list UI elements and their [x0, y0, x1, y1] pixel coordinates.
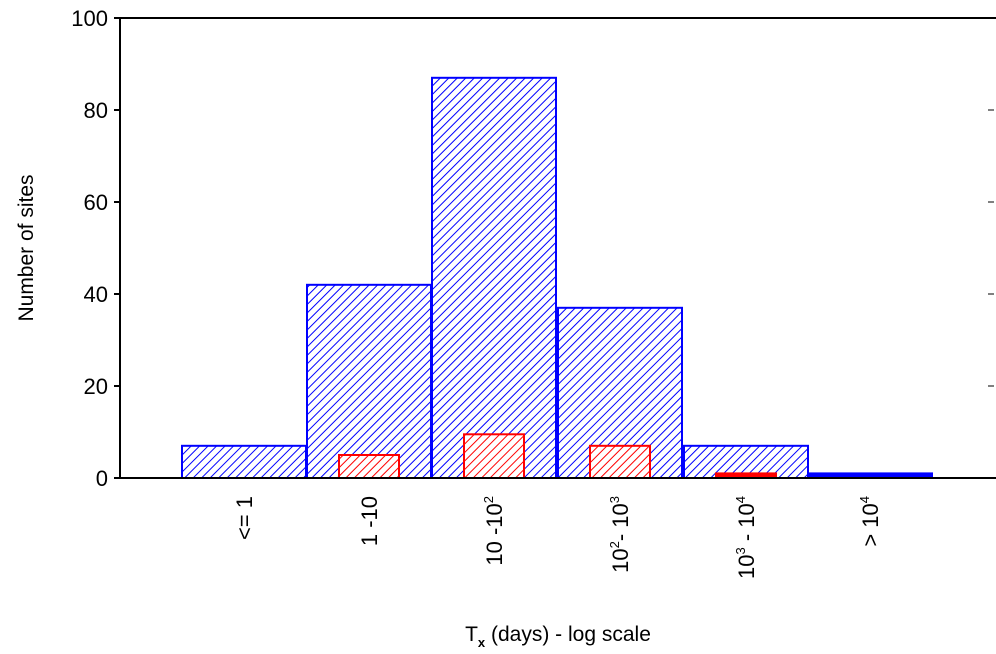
x-tick-label-1: <= 1: [232, 496, 257, 540]
x-tick-label-part: 4: [857, 496, 872, 503]
x-tick-label-3: 10 -102: [481, 496, 507, 566]
y-ticks-group: 0 20 40 60 80 100: [71, 6, 994, 491]
x-tick-label-part: - 10: [734, 503, 759, 547]
y-tick-label: 0: [96, 466, 108, 491]
x-tick-label-5: 103 - 104: [733, 496, 759, 579]
x-tick-label-part: <= 1: [232, 496, 257, 540]
blue-bar-1: [181, 444, 307, 479]
blue-bar-3: [431, 76, 557, 480]
x-tick-label-part: 10: [734, 555, 759, 579]
x-tick-label-part: 10 -10: [482, 503, 507, 565]
x-tick-label-part: 4: [733, 496, 748, 503]
x-tick-label-part: 2: [481, 496, 496, 503]
x-axis-title-rest: (days) - log scale: [485, 623, 651, 646]
bars-group: [181, 76, 933, 480]
red-bar-3: [463, 433, 525, 479]
x-tick-label-2: 1 -10: [357, 496, 382, 546]
x-tick-label-part: 1 -10: [357, 496, 382, 546]
y-tick-label: 80: [84, 98, 108, 123]
x-tick-label-4: 102- 103: [607, 496, 633, 573]
y-tick-label: 40: [84, 282, 108, 307]
x-axis-title-sub: x: [478, 635, 486, 650]
x-tick-label-part: - 10: [608, 503, 633, 541]
y-tick-label: 60: [84, 190, 108, 215]
x-axis-title: Tx (days) - log scale: [465, 623, 651, 650]
x-tick-label-6: > 104: [857, 496, 883, 547]
x-tick-label-part: 2: [607, 541, 622, 548]
blue-bar-2: [306, 283, 432, 479]
x-tick-label-part: 10: [608, 548, 633, 572]
red-bar-4: [589, 444, 651, 479]
x-tick-label-part: > 10: [858, 503, 883, 546]
x-tick-label-part: 3: [733, 547, 748, 554]
y-axis-title: Number of sites: [15, 174, 38, 321]
x-tick-label-part: 3: [607, 496, 622, 503]
x-axis-title-main: T: [465, 623, 478, 646]
y-tick-label: 20: [84, 374, 108, 399]
red-bar-2: [338, 454, 400, 479]
y-tick-label: 100: [71, 6, 108, 31]
